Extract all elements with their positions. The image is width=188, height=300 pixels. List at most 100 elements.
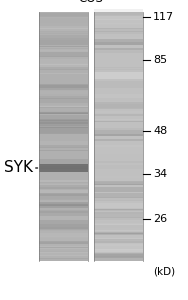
Bar [39,13,88,17]
Bar [94,121,143,122]
Bar [39,227,88,229]
Bar [39,51,88,56]
Bar [94,240,143,246]
Bar [94,228,143,231]
Bar [94,238,143,243]
Bar [39,16,88,18]
Bar [39,33,88,35]
Bar [39,227,88,230]
Bar [94,81,143,88]
Bar [94,225,143,230]
Bar [94,72,143,79]
Bar [39,49,88,50]
Bar [94,238,143,241]
Bar [39,159,88,164]
Bar [39,233,88,238]
Bar [39,14,88,16]
Bar [94,19,143,22]
Bar [39,180,88,187]
Bar [94,42,143,45]
Bar [39,231,88,236]
Bar [39,24,88,27]
Bar [94,252,143,258]
Bar [39,12,88,261]
Bar [39,150,88,151]
Bar [94,72,143,79]
Bar [94,245,143,247]
Bar [39,168,88,171]
Bar [39,85,88,88]
Bar [39,96,88,98]
Bar [39,52,88,57]
Bar [39,190,88,194]
Bar [39,47,88,50]
Bar [94,209,143,210]
Bar [94,253,143,259]
Bar [94,223,143,225]
Bar [39,193,88,200]
Bar [94,212,143,218]
Text: 34: 34 [153,169,167,179]
Bar [39,165,88,166]
Bar [94,37,143,42]
Bar [94,214,143,221]
Bar [39,91,88,94]
Bar [94,114,143,116]
Bar [39,237,88,238]
Bar [39,119,88,122]
Bar [94,12,143,261]
Bar [39,105,88,112]
Bar [94,165,143,169]
Bar [94,9,143,16]
Bar [39,201,88,205]
Bar [39,115,88,121]
Bar [39,99,88,103]
Bar [39,106,88,112]
Bar [94,225,143,227]
Bar [39,26,88,29]
Bar [39,57,88,63]
Bar [39,181,88,184]
Bar [94,256,143,257]
Bar [94,224,143,225]
Bar [39,122,88,124]
Bar [39,211,88,216]
Bar [94,19,143,24]
Bar [94,96,143,101]
Bar [94,232,143,234]
Bar [94,31,143,34]
Text: SYK: SYK [4,160,33,175]
Bar [39,26,88,32]
Text: 26: 26 [153,214,167,224]
Bar [39,256,88,259]
Bar [39,38,88,45]
Bar [39,34,88,38]
Bar [94,203,143,208]
Bar [39,111,88,113]
Bar [94,178,143,184]
Bar [39,202,88,206]
Bar [94,145,143,147]
Bar [94,198,143,200]
Bar [94,128,143,130]
Bar [94,200,143,207]
Bar [39,125,88,128]
Bar [39,244,88,245]
Bar [39,35,88,40]
Bar [39,122,88,126]
Bar [39,47,88,48]
Bar [94,249,143,254]
Bar [94,181,143,185]
Bar [39,73,88,74]
Bar [94,197,143,203]
Bar [94,201,143,208]
Bar [94,119,143,120]
Bar [94,29,143,34]
Text: 117: 117 [153,11,174,22]
Bar [94,147,143,154]
Text: (kD): (kD) [153,267,175,277]
Bar [94,194,143,197]
Text: COS: COS [79,0,104,4]
Bar [39,210,88,213]
Bar [94,19,143,20]
